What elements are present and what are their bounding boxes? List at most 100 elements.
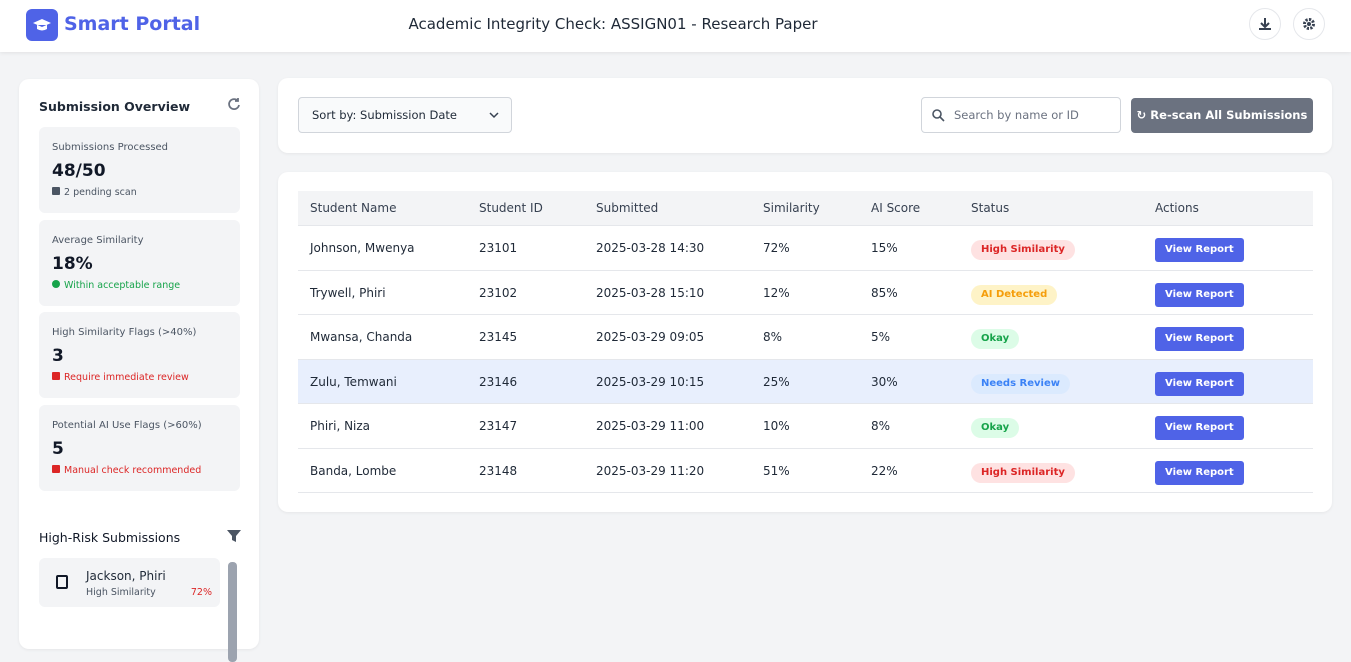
stat-card: Average Similarity 18% Within acceptable r…	[39, 219, 240, 306]
cell-similarity: 12%	[763, 285, 790, 300]
cell-similarity: 8%	[763, 330, 783, 344]
cell-id: 23145	[479, 330, 518, 344]
risk-item[interactable]: Jackson, Phiri High Similarity 72%	[39, 558, 220, 607]
stat-note: Require immediate review	[52, 372, 189, 383]
stat-label: High Similarity Flags (>40%)	[52, 327, 197, 338]
status-badge: AI Detected	[971, 284, 1058, 305]
cell-name: Zulu, Temwani	[310, 374, 397, 389]
table-row[interactable]: Banda, Lombe 23148 2025-03-29 11:20 51% 22% H…	[298, 449, 1313, 493]
note-text: Manual check recommended	[64, 464, 202, 476]
search-placeholder: Search by name or ID	[954, 108, 1079, 122]
table-row[interactable]: Trywell, Phiri 23102 2025-03-28 15:10 12% 85…	[298, 271, 1313, 315]
status-cell: Okay	[971, 404, 1020, 448]
cell-name: Johnson, Mwenya	[310, 241, 415, 255]
view-report-button[interactable]: View Report	[1155, 327, 1244, 351]
sort-select[interactable]: Sort by: Submission Date	[298, 97, 512, 133]
cell-name: Mwansa, Chanda	[310, 330, 413, 344]
cell-similarity: 10%	[763, 419, 790, 433]
stat-value: 5	[52, 438, 64, 459]
cell-id: 23146	[479, 374, 518, 389]
risk-score: 72%	[190, 587, 212, 598]
note-icon	[52, 187, 60, 195]
status-cell: AI Detected	[971, 271, 1058, 315]
overview-title: Submission Overview	[39, 99, 191, 114]
cell-id: 23101	[479, 241, 518, 255]
cell-submitted: 2025-03-29 11:20	[596, 463, 705, 478]
cell-submitted: 2025-03-29 09:05	[596, 330, 705, 344]
logo	[26, 9, 58, 41]
cell-submitted: 2025-03-28 14:30	[596, 241, 705, 255]
note-icon	[52, 464, 60, 473]
rescan-button[interactable]: ↻ Re-scan All Submissions	[1131, 98, 1313, 133]
cell-name: Trywell, Phiri	[310, 285, 386, 300]
cell-ai-score: 5%	[871, 330, 891, 344]
stat-card: High Similarity Flags (>40%) 3 Require imm…	[39, 312, 240, 398]
table-row[interactable]: Zulu, Temwani 23146 2025-03-29 10:15 25% 30%…	[298, 359, 1313, 404]
cell-name: Phiri, Niza	[310, 419, 371, 433]
column-header: Student ID	[479, 201, 543, 215]
view-report-button[interactable]: View Report	[1155, 460, 1244, 485]
risk-type: High Similarity	[86, 587, 156, 598]
status-cell: Needs Review	[971, 360, 1070, 404]
stat-note: Manual check recommended	[52, 464, 202, 476]
stat-card: Potential AI Use Flags (>60%) 5 Manual che…	[39, 404, 240, 491]
toolbar: Sort by: Submission Date Search by name …	[278, 78, 1332, 153]
view-report-button[interactable]: View Report	[1155, 238, 1244, 262]
risk-name: Jackson, Phiri	[86, 569, 166, 583]
column-header: Similarity	[763, 201, 820, 215]
cell-ai-score: 22%	[871, 463, 898, 478]
status-cell: Okay	[971, 315, 1020, 359]
table-header: Student Name Student ID Submitted Similarit…	[298, 191, 1313, 226]
table-row[interactable]: Mwansa, Chanda 23145 2025-03-29 09:05 8% 5% O…	[298, 315, 1313, 360]
stat-note: Within acceptable range	[52, 279, 181, 291]
column-header: Submitted	[596, 201, 659, 215]
actions-cell: View Report	[1155, 404, 1244, 448]
column-header: Status	[971, 201, 1010, 215]
settings-button[interactable]	[1293, 8, 1325, 40]
actions-cell: View Report	[1155, 449, 1244, 493]
status-cell: High Similarity	[971, 226, 1075, 270]
page-title: Academic Integrity Check: ASSIGN01 - Res…	[408, 15, 818, 33]
sort-label: Sort by: Submission Date	[312, 108, 457, 122]
cell-similarity: 25%	[763, 374, 790, 389]
view-report-button[interactable]: View Report	[1155, 282, 1244, 307]
cell-submitted: 2025-03-28 15:10	[596, 285, 705, 300]
download-button[interactable]	[1249, 8, 1281, 40]
cell-ai-score: 15%	[871, 241, 898, 255]
scrollbar[interactable]	[228, 562, 237, 662]
cell-similarity: 72%	[763, 241, 790, 255]
cell-name: Banda, Lombe	[310, 463, 397, 478]
table-row[interactable]: Johnson, Mwenya 23101 2025-03-28 14:30 72% 1…	[298, 226, 1313, 271]
refresh-icon[interactable]	[227, 97, 241, 111]
stat-value: 3	[52, 346, 64, 366]
column-header: Actions	[1155, 201, 1199, 215]
status-badge: Okay	[971, 329, 1020, 349]
sidebar: Submission Overview High-Risk Submission…	[19, 79, 259, 662]
cell-id: 23102	[479, 285, 518, 300]
note-icon	[52, 372, 60, 380]
view-report-button[interactable]: View Report	[1155, 416, 1244, 440]
note-icon	[52, 279, 60, 288]
note-text: Require immediate review	[64, 372, 189, 383]
actions-cell: View Report	[1155, 315, 1244, 359]
stat-note: 2 pending scan	[52, 187, 137, 198]
risk-icon	[56, 575, 68, 589]
cell-ai-score: 30%	[871, 374, 898, 389]
cell-submitted: 2025-03-29 10:15	[596, 374, 705, 389]
table-row[interactable]: Phiri, Niza 23147 2025-03-29 11:00 10% 8% Oka…	[298, 404, 1313, 449]
view-report-button[interactable]: View Report	[1155, 371, 1244, 396]
actions-cell: View Report	[1155, 360, 1244, 404]
stat-label: Submissions Processed	[52, 142, 169, 153]
cell-ai-score: 85%	[871, 285, 898, 300]
note-text: 2 pending scan	[64, 187, 137, 198]
status-badge: High Similarity	[971, 462, 1075, 483]
risk-title: High-Risk Submissions	[39, 530, 181, 545]
filter-icon[interactable]	[227, 530, 241, 543]
status-badge: Needs Review	[971, 373, 1070, 394]
search-input[interactable]: Search by name or ID	[921, 97, 1121, 133]
column-header: Student Name	[310, 201, 397, 215]
note-text: Within acceptable range	[64, 279, 181, 291]
stat-label: Average Similarity	[52, 234, 144, 246]
stat-card: Submissions Processed 48/50 2 pending scan	[39, 127, 240, 213]
